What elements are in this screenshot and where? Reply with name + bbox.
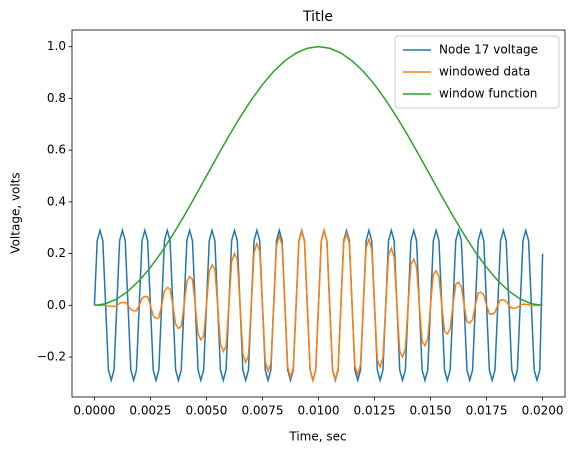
x-tick-label: 0.0050 xyxy=(185,404,227,418)
chart-title: Title xyxy=(302,9,333,25)
x-tick-label: 0.0200 xyxy=(522,404,564,418)
legend-label: windowed data xyxy=(439,65,530,79)
x-axis-label: Time, sec xyxy=(288,430,346,444)
y-tick-label: 0.4 xyxy=(47,194,66,208)
y-tick-label: 0.6 xyxy=(47,143,66,157)
y-tick-label: 0.0 xyxy=(47,298,66,312)
y-tick-label: −0.2 xyxy=(37,350,66,364)
legend-box xyxy=(394,35,560,109)
legend-label: window function xyxy=(439,87,537,101)
y-axis-label: Voltage, volts xyxy=(9,172,23,253)
y-tick-label: 0.2 xyxy=(47,246,66,260)
axes-frame xyxy=(71,29,566,398)
legend-label: Node 17 voltage xyxy=(439,43,538,57)
x-tick-label: 0.0000 xyxy=(73,404,115,418)
x-tick-label: 0.0100 xyxy=(298,404,340,418)
series-line xyxy=(94,227,543,384)
series-line xyxy=(94,45,543,307)
y-tick-label: 1.0 xyxy=(47,39,66,53)
x-tick-label: 0.0125 xyxy=(354,404,396,418)
x-tick-label: 0.0075 xyxy=(241,404,283,418)
x-tick-label: 0.0025 xyxy=(129,404,171,418)
x-tick-label: 0.0150 xyxy=(410,404,452,418)
y-tick-label: 0.8 xyxy=(47,91,66,105)
x-tick-label: 0.0175 xyxy=(466,404,508,418)
